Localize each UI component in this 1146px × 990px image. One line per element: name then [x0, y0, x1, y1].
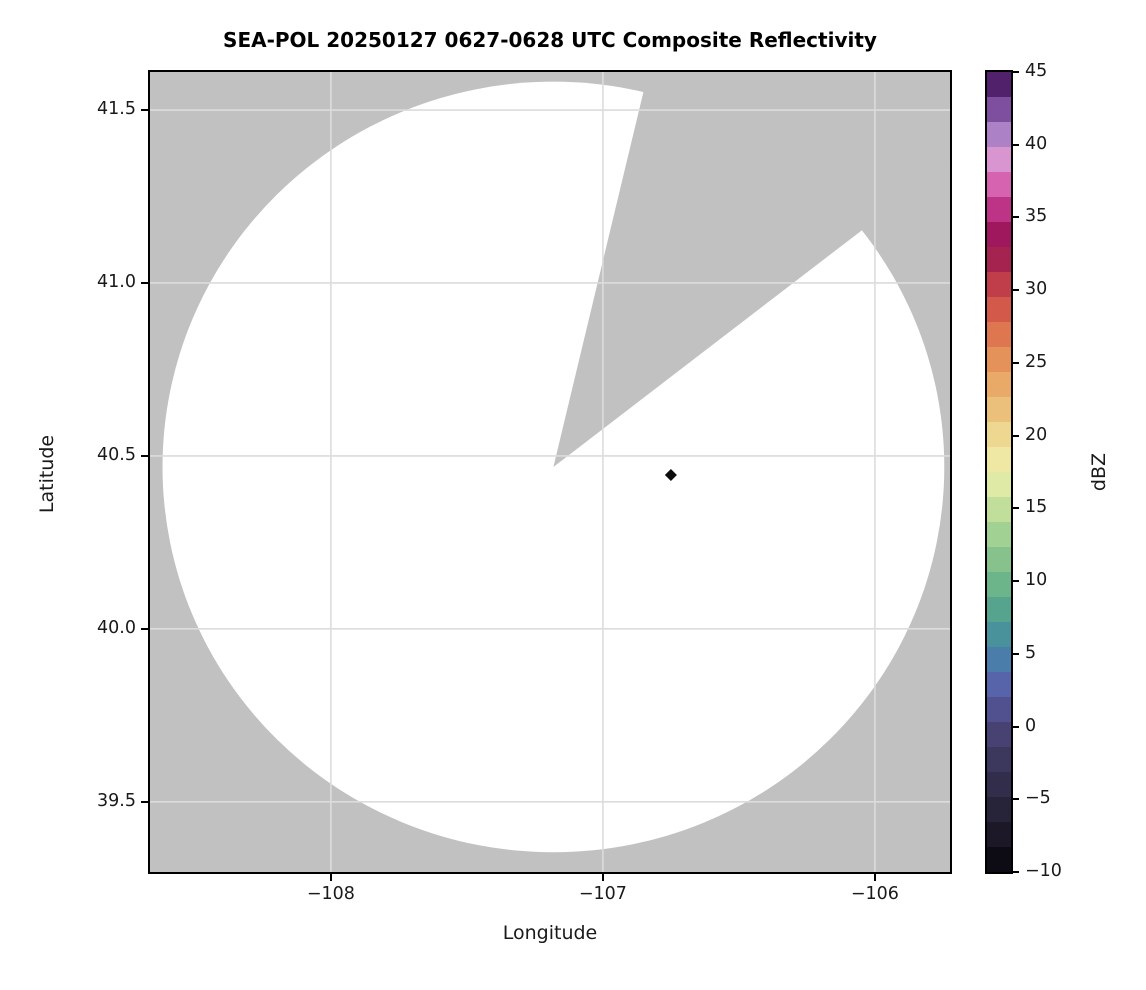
plot-area — [148, 70, 952, 874]
x-tick — [601, 874, 604, 881]
y-tick-label: 41.0 — [97, 271, 136, 292]
colorbar — [985, 70, 1013, 874]
y-tick — [141, 627, 148, 630]
y-axis-label: Latitude — [36, 434, 58, 514]
colorbar-tick-label: 45 — [1025, 61, 1048, 81]
colorbar-tick-label: 5 — [1025, 642, 1037, 663]
echo-diamond-marker — [664, 468, 677, 481]
colorbar-segment — [987, 247, 1011, 272]
y-tick-label: 41.5 — [97, 99, 136, 120]
x-tick-label: −108 — [306, 884, 355, 904]
colorbar-segment — [987, 422, 1011, 447]
colorbar-segment — [987, 347, 1011, 372]
y-tick — [141, 281, 148, 284]
x-axis-label: Longitude — [502, 922, 598, 944]
y-tick-label: 40.0 — [97, 617, 136, 638]
colorbar-segment — [987, 197, 1011, 222]
colorbar-segment — [987, 447, 1011, 472]
colorbar-tick-label: 20 — [1025, 424, 1048, 445]
colorbar-segment — [987, 222, 1011, 247]
colorbar-tick-label: 0 — [1025, 715, 1037, 736]
colorbar-segment — [987, 147, 1011, 172]
colorbar-segment — [987, 72, 1011, 97]
y-tick-label: 40.5 — [97, 444, 136, 465]
x-tick-label: −107 — [578, 884, 627, 904]
y-tick — [141, 454, 148, 457]
colorbar-tick-label: 40 — [1025, 133, 1048, 154]
colorbar-tick-label: 30 — [1025, 279, 1048, 300]
x-tick — [873, 874, 876, 881]
colorbar-tick-label: −10 — [1025, 861, 1062, 881]
y-tick — [141, 800, 148, 803]
colorbar-tick-label: −5 — [1025, 788, 1051, 809]
colorbar-tick — [1013, 798, 1019, 801]
colorbar-segment — [987, 397, 1011, 422]
colorbar-label: dBZ — [1088, 452, 1110, 492]
colorbar-segment — [987, 497, 1011, 522]
colorbar-segment — [987, 797, 1011, 822]
colorbar-segment — [987, 547, 1011, 572]
colorbar-tick — [1013, 580, 1019, 583]
x-tick-label: −106 — [850, 884, 899, 904]
colorbar-tick — [1013, 434, 1019, 437]
colorbar-segment — [987, 97, 1011, 122]
colorbar-tick — [1013, 871, 1019, 873]
colorbar-segment — [987, 747, 1011, 772]
colorbar-tick-label: 25 — [1025, 351, 1048, 372]
colorbar-tick — [1013, 361, 1019, 364]
colorbar-segment — [987, 772, 1011, 797]
colorbar-tick — [1013, 507, 1019, 510]
colorbar-segment — [987, 722, 1011, 747]
colorbar-tick — [1013, 725, 1019, 728]
colorbar-tick-label: 15 — [1025, 497, 1048, 518]
colorbar-segment — [987, 597, 1011, 622]
colorbar-tick — [1013, 652, 1019, 655]
colorbar-segment — [987, 472, 1011, 497]
colorbar-segment — [987, 272, 1011, 297]
y-tick — [141, 109, 148, 112]
colorbar-tick — [1013, 216, 1019, 219]
colorbar-segment — [987, 847, 1011, 872]
colorbar-segment — [987, 372, 1011, 397]
colorbar-tick — [1013, 289, 1019, 292]
radar-ppi-canvas — [150, 72, 950, 872]
colorbar-tick — [1013, 71, 1019, 73]
colorbar-segment — [987, 697, 1011, 722]
colorbar-segment — [987, 172, 1011, 197]
colorbar-segment — [987, 672, 1011, 697]
chart-title: SEA-POL 20250127 0627-0628 UTC Composite… — [223, 28, 877, 52]
colorbar-segment — [987, 622, 1011, 647]
colorbar-segment — [987, 822, 1011, 847]
colorbar-segment — [987, 297, 1011, 322]
colorbar-tick-label: 35 — [1025, 206, 1048, 227]
colorbar-segment — [987, 647, 1011, 672]
colorbar-segment — [987, 322, 1011, 347]
blocked-sector-wedge — [553, 72, 950, 467]
colorbar-segment — [987, 572, 1011, 597]
colorbar-tick-label: 10 — [1025, 570, 1048, 591]
x-tick — [329, 874, 332, 881]
colorbar-tick — [1013, 143, 1019, 146]
colorbar-segment — [987, 122, 1011, 147]
colorbar-segment — [987, 522, 1011, 547]
y-tick-label: 39.5 — [97, 790, 136, 811]
